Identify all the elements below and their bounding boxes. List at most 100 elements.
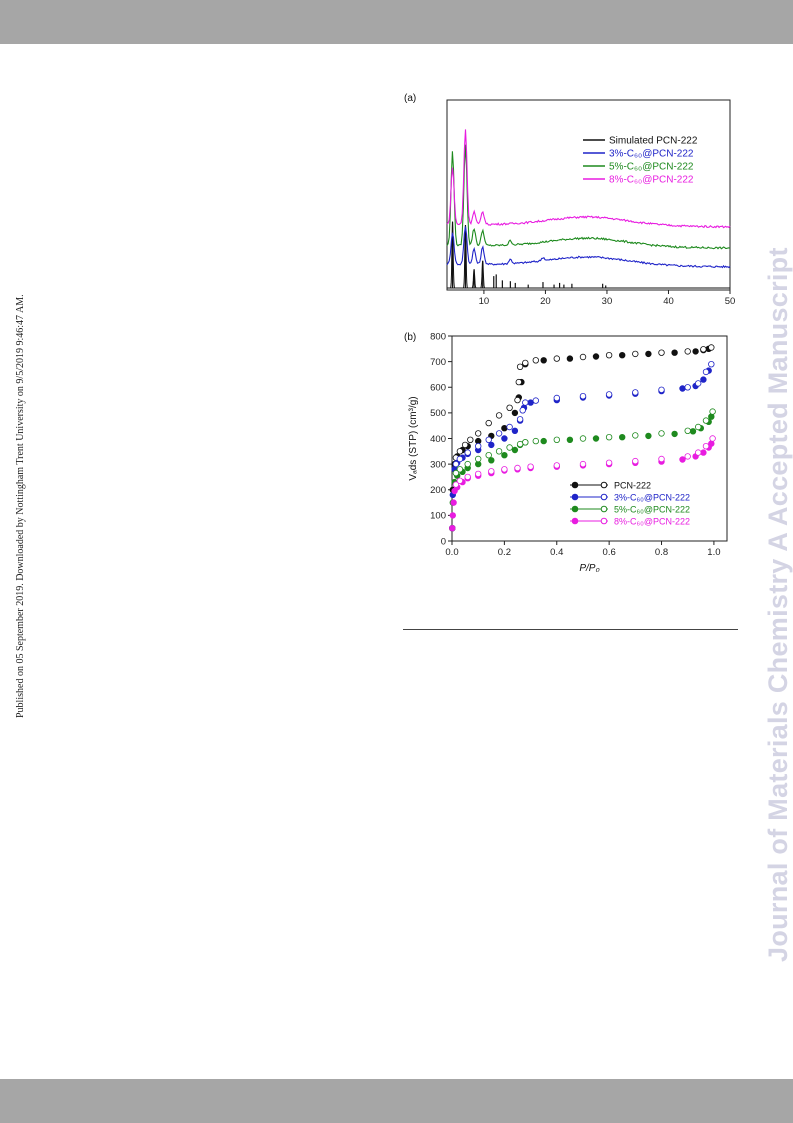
legend-marker-adsorption [571,517,579,525]
legend-marker-adsorption [571,505,579,513]
adsorption-point [618,433,626,441]
desorption-point [516,416,524,423]
desorption-point [532,437,539,445]
legend-label-a: 3%-C₆₀@PCN-222 [609,149,694,160]
desorption-point [658,386,665,393]
desorption-point [522,399,529,406]
adsorption-point [501,435,508,442]
desorption-point [516,363,524,370]
desorption-point [708,344,715,351]
desorption-point [456,477,464,484]
desorption-point [456,466,464,473]
y-tick-label-b: 600 [430,383,446,394]
desorption-point [709,435,716,442]
legend-marker-desorption [600,481,608,489]
desorption-point [519,407,526,414]
x-tick-label-a: 10 [479,296,490,307]
desorption-point [514,396,521,404]
adsorption-point [511,409,519,417]
xrd-trace-3 [446,129,731,229]
x-tick-label-a: 50 [725,296,736,307]
desorption-point [695,380,702,387]
publication-note: Published on 05 September 2019. Download… [15,294,26,718]
desorption-point [579,460,587,468]
adsorption-point [566,436,574,443]
desorption-point [452,481,460,488]
adsorption-point [671,349,678,356]
desorption-point [709,408,716,415]
adsorption-point [449,512,456,519]
desorption-point [474,470,482,478]
desorption-point [658,349,665,356]
desorption-point [532,397,539,404]
desorption-point [474,430,482,437]
y-tick-label-b: 500 [430,408,446,419]
caption-divider [403,629,738,630]
legend-label-a: 5%-C₆₀@PCN-222 [609,162,694,173]
desorption-point [632,350,639,358]
x-tick-label-b: 0.6 [603,547,616,558]
desorption-point [485,419,492,427]
adsorption-point [501,451,508,459]
desorption-point [702,442,710,450]
desorption-point [456,455,464,463]
legend-label-b: 5%-C₆₀@PCN-222 [614,504,690,514]
legend-label-b: PCN-222 [614,480,651,490]
adsorption-point [592,353,600,360]
journal-watermark: Journal of Materials Chemistry A Accepte… [763,247,793,962]
x-tick-label-b: 0.4 [550,547,563,558]
x-axis-label-b: P/P₀ [579,563,599,574]
adsorption-point [449,524,456,532]
xrd-peak-profile-simulated [462,225,468,289]
panel-label-b: (b) [404,332,416,343]
desorption-point [495,430,503,437]
x-tick-label-b: 0.2 [498,547,511,558]
desorption-point [695,449,702,456]
adsorption-point [540,437,547,445]
desorption-point [579,435,587,442]
y-tick-label-b: 800 [430,331,446,342]
desorption-point [579,392,587,400]
legend-label-a: Simulated PCN-222 [609,136,698,147]
desorption-point [532,357,539,364]
xrd-peak-profile-simulated [471,269,477,289]
desorption-point [700,346,707,353]
adsorption-point [679,456,686,463]
desorption-point [684,453,691,460]
y-tick-label-b: 0 [441,536,446,547]
adsorption-point [501,424,508,432]
xrd-trace-2 [446,144,731,250]
adsorption-point [692,348,699,355]
adsorption-point [645,350,652,358]
desorption-point [553,355,560,362]
adsorption-point [566,355,574,362]
adsorption-point [450,499,457,506]
x-tick-label-a: 20 [540,296,551,307]
adsorption-point [511,427,519,434]
adsorption-point [527,399,534,406]
desorption-point [632,432,639,439]
legend-marker-adsorption [571,493,579,501]
adsorption-point [671,430,678,438]
desorption-point [658,430,665,437]
desorption-point [632,457,639,465]
xrd-pattern-chart: (a) 10 20 30 40 50 Simulated PCN-222 3%-C₆₀@PCN… [404,93,736,307]
desorption-point [553,394,560,402]
desorption-point [456,448,464,455]
legend-label-a: 8%-C₆₀@PCN-222 [609,175,694,186]
desorption-point [702,417,710,424]
desorption-point [485,451,492,459]
desorption-point [522,359,529,367]
desorption-point [605,352,613,359]
legend-marker-adsorption [571,481,579,489]
desorption-point [506,404,513,411]
adsorption-point [708,440,715,447]
desorption-point [464,473,471,481]
desorption-point [467,436,474,443]
legend-marker-desorption [600,517,608,525]
desorption-point [522,439,529,446]
y-tick-label-b: 100 [430,511,446,522]
desorption-point [488,468,495,475]
y-tick-label-b: 400 [430,434,446,445]
xrd-peak-profile-simulated [449,221,456,289]
